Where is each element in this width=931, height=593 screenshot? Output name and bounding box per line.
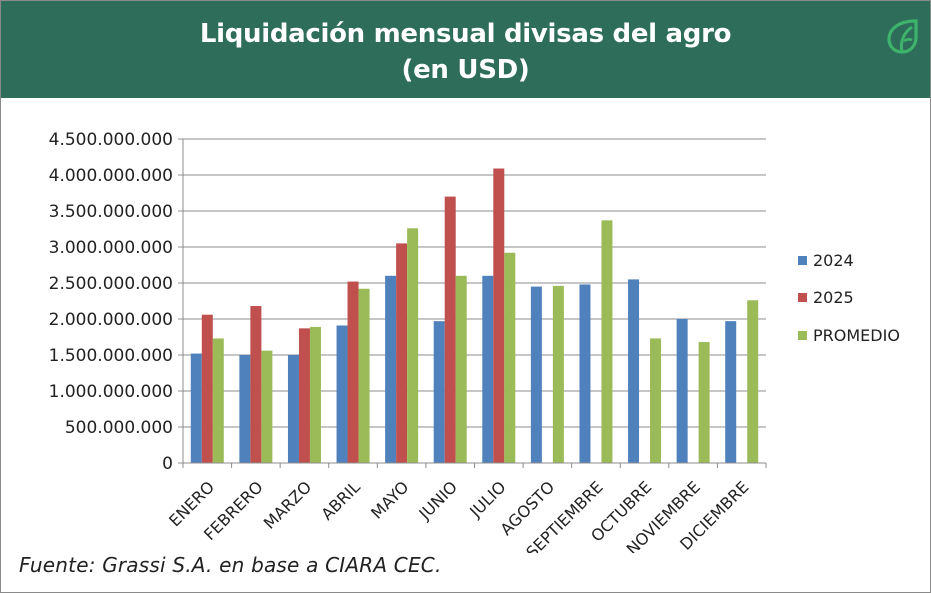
bar-2024-diciembre [725,321,737,463]
bar-2024-enero [190,353,202,463]
legend-swatch-promedio [798,330,807,340]
legend-item-2024: 2024 [798,250,854,270]
bar-2025-enero [201,314,213,463]
bars [190,168,759,463]
bar-promedio-abril [358,288,370,463]
bar-promedio-junio [455,275,467,463]
y-tick-label: 1.500.000.000 [49,346,173,366]
y-tick-label: 0 [162,454,173,474]
legend-label-promedio: PROMEDIO [813,325,900,345]
bar-promedio-febrero [261,350,273,463]
y-tick-label: 4.000.000.000 [49,166,173,186]
x-tick-label: MAYO [367,477,412,522]
bar-2024-mayo [385,275,397,463]
x-tick-label: MARZO [260,477,315,532]
bar-promedio-enero [212,338,224,463]
x-tick-label: JULIO [465,477,509,521]
bar-2024-julio [482,275,494,463]
legend-label-2025: 2025 [813,287,854,307]
source-note: Fuente: Grassi S.A. en base a CIARA CEC. [19,553,442,577]
chart-subtitle: (en USD) [401,55,530,85]
bar-2024-octubre [628,279,640,463]
bar-2025-julio [493,168,505,463]
bar-promedio-octubre [650,338,662,463]
bar-2024-abril [336,325,348,463]
bar-2025-mayo [396,243,408,463]
chart-header: Liquidación mensual divisas del agro (en… [1,1,930,98]
legend-item-promedio: PROMEDIO [798,325,900,345]
bar-2025-abril [347,281,359,463]
chart-title: Liquidación mensual divisas del agro [199,19,732,49]
y-tick-label: 2.000.000.000 [49,310,173,330]
bar-promedio-mayo [407,228,419,463]
y-tick-label: 3.500.000.000 [49,202,173,222]
bar-2024-agosto [530,286,542,463]
bar-2024-febrero [239,355,251,463]
y-axis-tick-labels: 0 500.000.000 1.000.000.000 1.500.000.000 2.… [49,130,173,474]
legend-swatch-2025 [798,292,807,302]
axes [178,138,767,468]
bar-chart: 0 500.000.000 1.000.000.000 1.500.000.000 2.… [49,130,767,553]
bar-2025-febrero [250,306,262,463]
legend-item-2025: 2025 [798,287,854,307]
legend-swatch-2024 [798,255,807,265]
y-tick-label: 2.500.000.000 [49,274,173,294]
y-tick-label: 500.000.000 [65,418,173,438]
bar-promedio-julio [504,252,516,463]
bar-promedio-diciembre [747,300,759,463]
bar-2024-marzo [287,355,299,463]
bar-2025-junio [444,196,456,463]
y-tick-label: 1.000.000.000 [49,382,173,402]
bar-promedio-septiembre [601,220,613,463]
y-tick-label: 4.500.000.000 [49,130,173,150]
x-tick-label: ABRIL [317,477,363,523]
bar-promedio-noviembre [698,342,710,463]
x-tick-label: JUNIO [415,477,461,523]
legend-label-2024: 2024 [813,250,854,270]
bar-2024-junio [433,321,445,463]
bar-2024-septiembre [579,284,591,463]
bar-2024-noviembre [676,319,688,463]
gridlines [183,138,766,428]
leaf-logo-icon [887,19,918,54]
y-tick-label: 3.000.000.000 [49,238,173,258]
bar-promedio-marzo [309,326,321,463]
bar-2025-marzo [298,328,310,463]
bar-promedio-agosto [552,285,564,463]
